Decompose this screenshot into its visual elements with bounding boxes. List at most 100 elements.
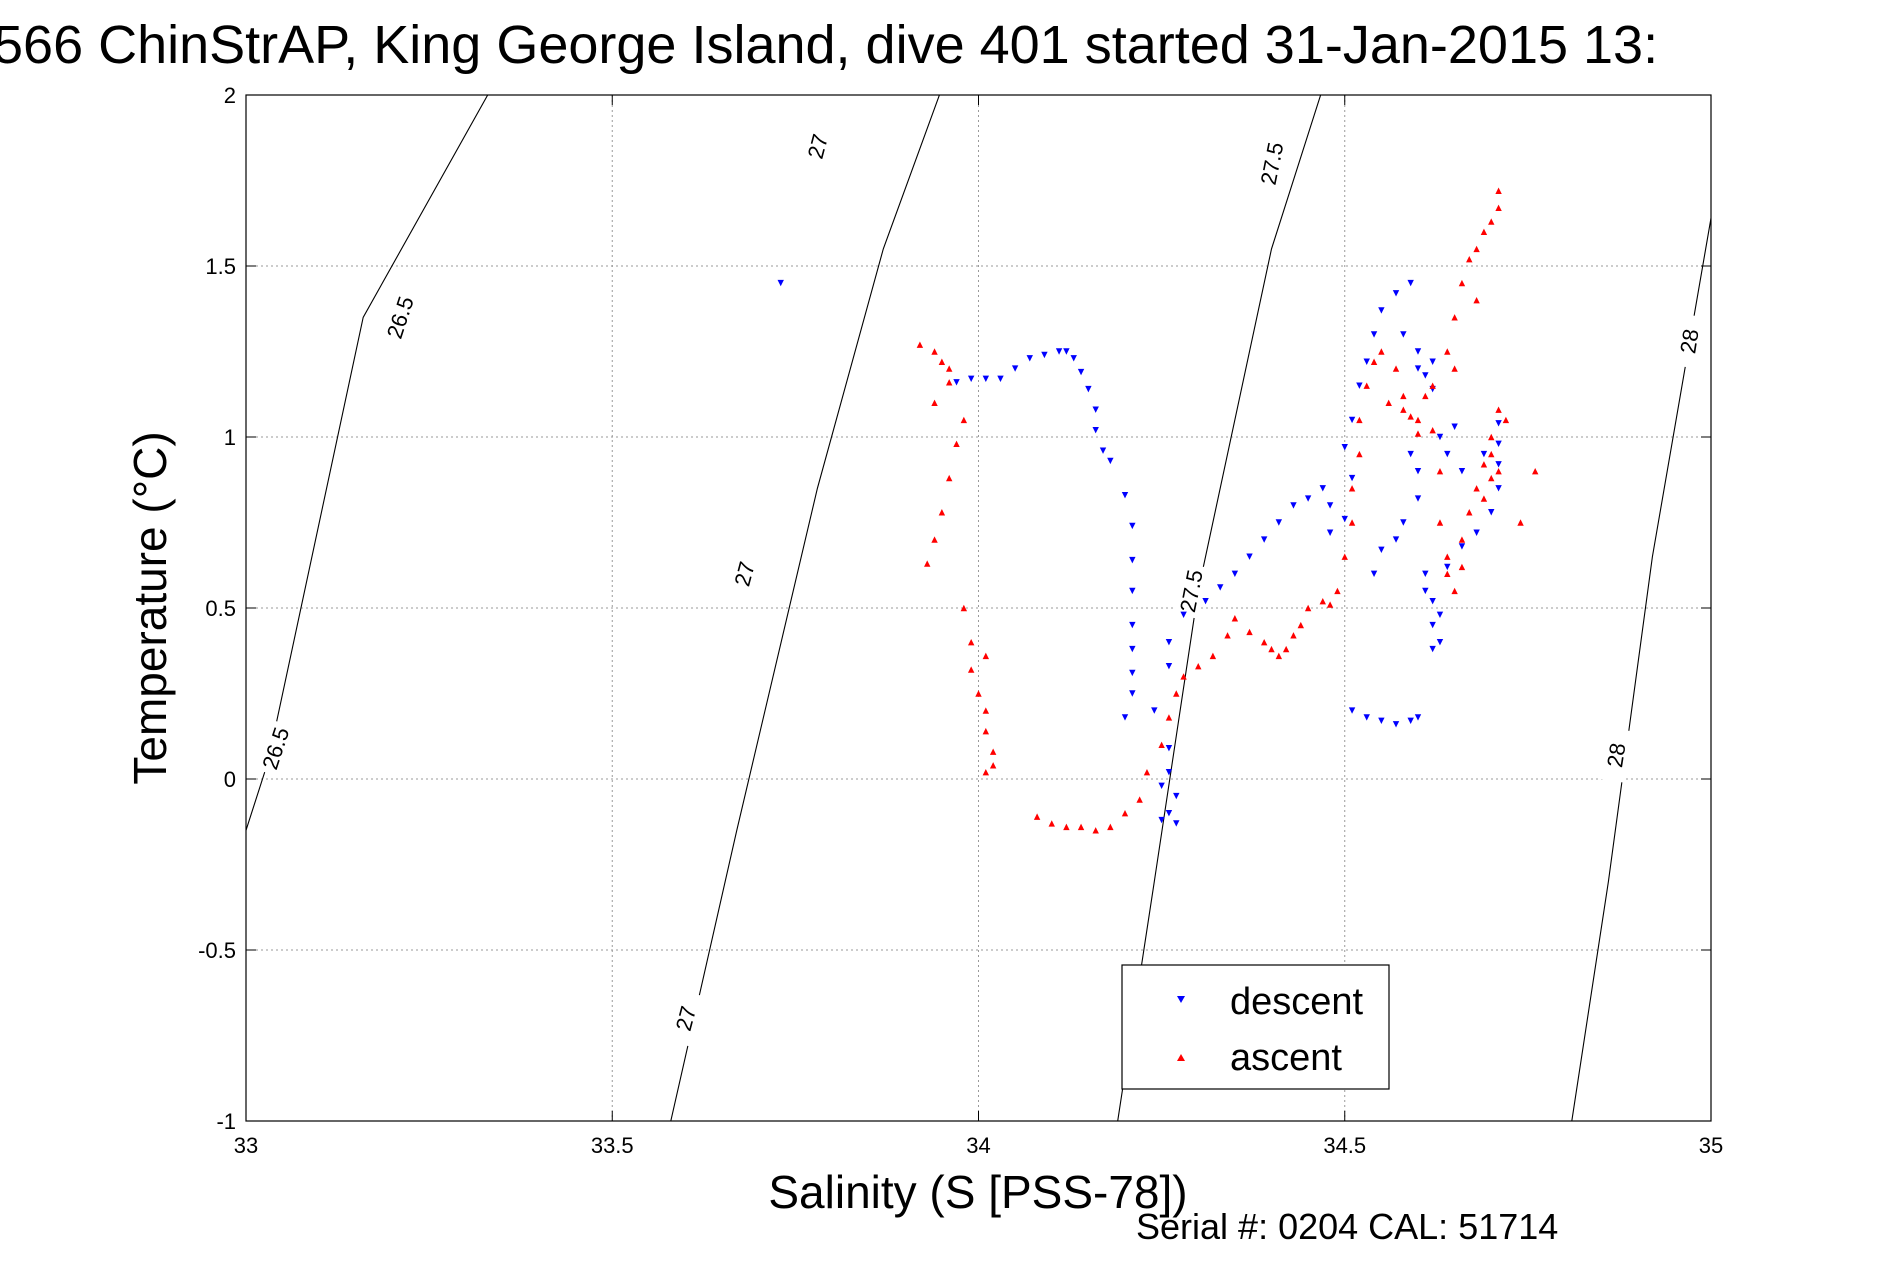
descent-point [1414, 468, 1422, 475]
ascent-point [1356, 416, 1363, 424]
ascent-point [1231, 615, 1239, 622]
descent-point [997, 375, 1004, 383]
descent-point [1370, 570, 1378, 577]
contour-label-bg [724, 545, 764, 603]
ascent-point [1532, 468, 1539, 475]
ascent-point [1473, 297, 1480, 304]
ascent-point [1458, 536, 1466, 543]
x-tick-label: 33.5 [591, 1133, 634, 1158]
ascent-point [1348, 485, 1356, 492]
ascent-point [1400, 406, 1407, 413]
ascent-point [1290, 632, 1297, 639]
ascent-point [1048, 820, 1055, 827]
ascent-point [1158, 741, 1165, 748]
ascent-point [1136, 796, 1143, 803]
ascent-point [1282, 645, 1290, 653]
ascent-point [960, 416, 968, 424]
descent-point [1129, 587, 1136, 595]
descent-point [1063, 348, 1070, 355]
ascent-point [931, 399, 938, 406]
ascent-point [1165, 714, 1173, 721]
ascent-point [1143, 768, 1151, 776]
contour-label-bg [1672, 313, 1706, 369]
y-tick-label: 1.5 [205, 254, 236, 279]
ascent-point [1502, 416, 1510, 424]
descent-point [1495, 485, 1502, 492]
ascent-point [1517, 519, 1524, 526]
descent-point [1429, 358, 1436, 365]
ascent-point [1495, 204, 1502, 212]
ascent-point [1480, 228, 1488, 235]
ascent-point [1356, 450, 1363, 458]
ascent-point [931, 536, 938, 543]
ascent-point [982, 727, 990, 735]
contour-label-bg [798, 117, 837, 175]
descent-point [1400, 331, 1407, 338]
contour-label-bg [379, 288, 421, 347]
descent-point [1151, 707, 1158, 714]
ascent-point [1480, 461, 1488, 468]
ascent-point [1180, 673, 1187, 680]
descent-point [1326, 529, 1334, 536]
descent-point [1378, 546, 1385, 554]
descent-point [982, 375, 990, 383]
descent-point [1165, 768, 1173, 776]
ascent-point [1436, 468, 1444, 475]
axis-ticks: 33 33.5 34 34.5 35 -1 -0.5 0 0.5 1 1.5 2 [198, 83, 1723, 1158]
descent-point [1392, 290, 1400, 297]
ascent-point [1063, 823, 1070, 831]
ascent-point [982, 768, 990, 776]
descent-point [1026, 355, 1033, 362]
descent-point [1129, 621, 1136, 629]
contour-label: 28 [1675, 327, 1703, 355]
descent-point [1436, 611, 1444, 619]
ascent-point [1195, 662, 1202, 670]
ascent-point [1400, 392, 1407, 400]
y-tick-label: 2 [224, 83, 236, 108]
descent-point [1121, 714, 1129, 721]
ascent-point [1326, 601, 1334, 608]
ascent-point [1495, 187, 1502, 194]
descent-point [1480, 450, 1488, 458]
descent-point [1458, 543, 1466, 550]
ascent-point [1451, 365, 1458, 372]
descent-point [1041, 351, 1048, 359]
descent-point [1363, 714, 1370, 721]
ascent-point [1444, 570, 1451, 577]
ascent-point [1173, 690, 1180, 697]
ascent-point [924, 560, 931, 567]
contour-label-bg [1253, 135, 1290, 192]
legend-ascent-label: ascent [1230, 1037, 1342, 1079]
descent-point [1129, 556, 1136, 564]
descent-point [953, 379, 960, 386]
ascent-point [1033, 813, 1041, 820]
x-tick-label: 35 [1699, 1133, 1723, 1158]
ascent-point [1495, 406, 1502, 413]
descent-point [1121, 491, 1129, 499]
descent-point [1378, 717, 1385, 725]
ascent-point [938, 358, 946, 365]
descent-point [1055, 348, 1063, 355]
descent-point [1107, 457, 1114, 465]
ascent-point [1473, 245, 1480, 253]
descent-point [1202, 597, 1209, 605]
y-axis-label: Temperature (°C) [124, 431, 176, 784]
descent-point [1400, 519, 1407, 526]
ascent-point [1363, 382, 1370, 389]
x-axis-label: Salinity (S [PSS-78]) [768, 1166, 1187, 1218]
ascent-point [1334, 587, 1341, 595]
descent-point [1011, 365, 1019, 372]
ascent-point [1444, 348, 1451, 355]
descent-point [1422, 587, 1429, 595]
ascent-point [1480, 495, 1488, 502]
descent-point [1429, 645, 1436, 653]
ascent-point [938, 509, 946, 516]
ascent-point [982, 707, 990, 714]
ascent-point [1429, 426, 1436, 434]
ascent-point [1451, 314, 1458, 321]
ascent-point [1429, 382, 1436, 389]
ascent-point [1488, 474, 1495, 482]
